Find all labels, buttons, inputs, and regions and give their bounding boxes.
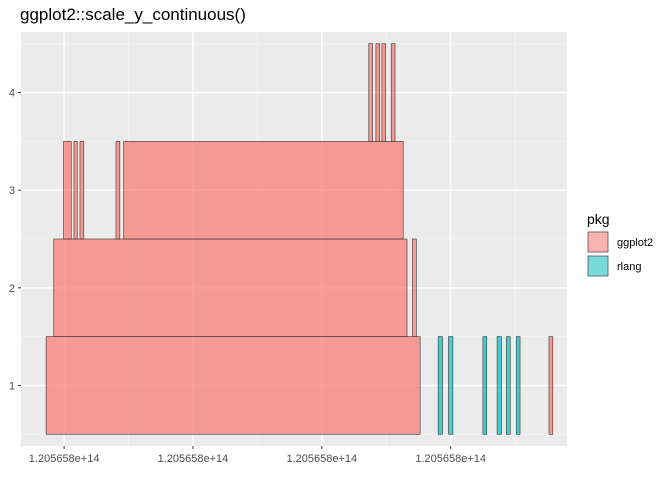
- bar-rlang: [496, 336, 502, 435]
- bar-ggplot2: [73, 141, 78, 240]
- bar-ggplot2: [45, 336, 421, 435]
- y-tick-label: 2: [9, 283, 15, 295]
- x-tick-label: 1.205658e+14: [158, 453, 229, 465]
- bar-rlang: [437, 336, 443, 435]
- bar-ggplot2: [390, 43, 396, 142]
- legend-key-rlang: [587, 255, 609, 277]
- bar-rlang: [448, 336, 454, 435]
- x-tick-label: 1.205658e+14: [415, 453, 486, 465]
- y-axis: 1 2 3 4: [9, 88, 21, 392]
- legend-label-ggplot2: ggplot2: [617, 237, 653, 249]
- y-tick-label: 4: [9, 88, 15, 100]
- y-tick-label: 3: [9, 185, 15, 197]
- x-axis: 1.205658e+14 1.205658e+14 1.205658e+14 1.20…: [29, 446, 486, 465]
- bar-rlang: [506, 336, 511, 435]
- data-marks: [45, 43, 554, 435]
- y-tick-label: 1: [9, 380, 15, 392]
- bar-ggplot2: [53, 238, 408, 337]
- chart-title: ggplot2::scale_y_continuous(): [20, 5, 246, 24]
- legend: pkg ggplot2 rlang: [587, 211, 653, 277]
- bar-ggplot2: [63, 141, 72, 240]
- bar-ggplot2: [115, 141, 121, 240]
- bar-ggplot2: [123, 141, 404, 240]
- legend-key-ggplot2: [587, 231, 609, 253]
- bar-ggplot2: [375, 43, 381, 142]
- bar-rlang: [482, 336, 488, 435]
- legend-label-rlang: rlang: [617, 261, 641, 273]
- legend-title: pkg: [587, 211, 610, 227]
- bar-ggplot2: [368, 43, 373, 142]
- x-tick-label: 1.205658e+14: [29, 453, 100, 465]
- bar-ggplot2: [381, 43, 387, 142]
- bar-ggplot2: [79, 141, 85, 240]
- bar-ggplot2: [412, 238, 417, 337]
- x-tick-label: 1.205658e+14: [287, 453, 358, 465]
- bar-ggplot2: [548, 336, 554, 435]
- bar-rlang: [515, 336, 521, 435]
